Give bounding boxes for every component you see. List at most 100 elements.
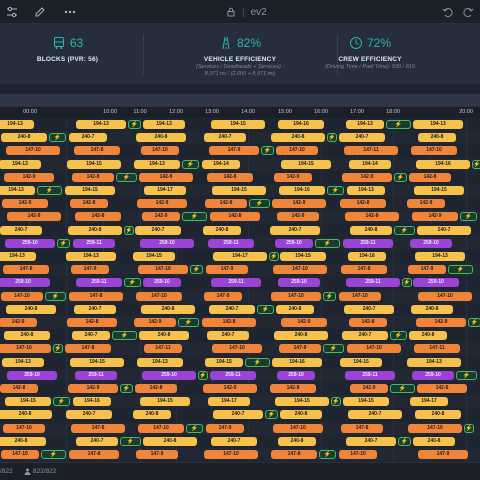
charging-block[interactable]: ⚡: [186, 424, 203, 433]
undo-icon[interactable]: [440, 4, 456, 20]
trip-block[interactable]: 147-10: [138, 424, 184, 433]
trip-block[interactable]: 142-9: [4, 173, 54, 182]
trip-block[interactable]: 194-13: [347, 186, 385, 195]
charging-block[interactable]: ⚡: [390, 331, 407, 340]
trip-block[interactable]: 147-9: [136, 450, 178, 459]
trip-block[interactable]: 147-10: [3, 424, 45, 433]
charging-block[interactable]: ⚡: [45, 292, 66, 301]
trip-block[interactable]: 240-8: [280, 410, 322, 419]
trip-block[interactable]: 240-8: [203, 226, 241, 235]
charging-block[interactable]: ⚡: [464, 424, 474, 433]
charging-block[interactable]: ⚡: [112, 331, 137, 340]
trip-block[interactable]: 194-15: [5, 397, 51, 406]
trip-block[interactable]: 142-8: [349, 318, 387, 327]
charging-block[interactable]: ⚡: [249, 199, 270, 208]
charging-block[interactable]: ⚡: [120, 437, 141, 446]
trip-block[interactable]: 240-7: [211, 437, 257, 446]
trip-block[interactable]: 142-8: [207, 173, 253, 182]
trip-block[interactable]: 240-8: [139, 331, 189, 340]
charging-block[interactable]: ⚡: [124, 278, 141, 287]
trip-block[interactable]: 259-10: [143, 278, 181, 287]
charging-block[interactable]: ⚡: [182, 212, 207, 221]
trip-block[interactable]: 147-8: [341, 265, 387, 274]
trip-block[interactable]: 240-8: [409, 331, 447, 340]
trip-block[interactable]: 142-9: [350, 384, 388, 393]
trip-block[interactable]: 194-17: [144, 186, 186, 195]
trip-block[interactable]: 194-15: [281, 160, 331, 169]
trip-block[interactable]: 194-16: [278, 120, 324, 129]
charging-block[interactable]: ⚡: [116, 173, 137, 182]
trip-block[interactable]: 142-9: [407, 199, 445, 208]
trip-block[interactable]: 142-8: [270, 384, 316, 393]
charging-block[interactable]: ⚡: [331, 397, 341, 406]
charging-block[interactable]: ⚡: [37, 186, 62, 195]
trip-block[interactable]: 142-8: [409, 173, 451, 182]
trip-block[interactable]: 194-13: [2, 358, 44, 367]
trip-block[interactable]: 259-11: [208, 239, 254, 248]
trip-block[interactable]: 147-10: [276, 146, 318, 155]
trip-block[interactable]: 147-10: [271, 292, 321, 301]
trip-block[interactable]: 259-10: [275, 239, 313, 248]
trip-block[interactable]: 194-15: [67, 160, 121, 169]
charging-block[interactable]: ⚡: [261, 146, 274, 155]
charging-block[interactable]: ⚡: [319, 450, 336, 459]
trip-block[interactable]: 194-16: [348, 252, 386, 261]
charging-block[interactable]: ⚡: [53, 344, 63, 353]
charging-block[interactable]: ⚡: [456, 371, 477, 380]
trip-block[interactable]: 147-9: [209, 146, 259, 155]
charging-block[interactable]: ⚡: [394, 226, 415, 235]
trip-block[interactable]: 240-8: [278, 437, 316, 446]
trip-block[interactable]: 147-10: [418, 292, 472, 301]
charging-block[interactable]: ⚡: [402, 278, 412, 287]
trip-block[interactable]: 240-8: [274, 331, 328, 340]
trip-block[interactable]: 259-10: [412, 371, 454, 380]
trip-block[interactable]: 194-13: [0, 120, 34, 129]
trip-block[interactable]: 259-10: [0, 278, 50, 287]
charging-block[interactable]: ⚡: [394, 173, 407, 182]
trip-block[interactable]: 240-8: [141, 305, 195, 314]
trip-block[interactable]: 194-15: [65, 186, 115, 195]
trip-block[interactable]: 147-10: [339, 450, 377, 459]
charging-block[interactable]: ⚡: [460, 212, 477, 221]
trip-block[interactable]: 194-15: [275, 397, 329, 406]
trip-block[interactable]: 147-8: [69, 292, 123, 301]
trip-block[interactable]: 142-9: [2, 199, 48, 208]
charging-block[interactable]: ⚡: [472, 160, 480, 169]
trip-block[interactable]: 194-13: [407, 358, 461, 367]
trip-block[interactable]: 240-7: [346, 437, 396, 446]
trip-block[interactable]: 194-14: [202, 160, 240, 169]
trip-block[interactable]: 142-9: [134, 318, 176, 327]
trip-block[interactable]: 142-9: [203, 384, 257, 393]
trip-block[interactable]: 259-11: [345, 371, 395, 380]
trip-block[interactable]: 240-8: [6, 305, 56, 314]
charging-block[interactable]: ⚡: [190, 265, 203, 274]
trip-block[interactable]: 240-7: [344, 305, 394, 314]
trip-block[interactable]: 194-15: [212, 186, 266, 195]
trip-block[interactable]: 142-8: [67, 318, 117, 327]
trip-block[interactable]: 194-13: [143, 120, 185, 129]
trip-block[interactable]: 142-8: [205, 199, 247, 208]
timeline-scrollbar[interactable]: [0, 94, 480, 106]
trip-block[interactable]: 194-15: [133, 252, 175, 261]
trip-block[interactable]: 142-9: [68, 384, 118, 393]
trip-block[interactable]: 194-14: [349, 160, 391, 169]
charging-block[interactable]: ⚡: [323, 344, 344, 353]
trip-block[interactable]: 147-11: [344, 146, 398, 155]
trip-block[interactable]: 194-15: [70, 358, 124, 367]
pencil-icon[interactable]: [32, 4, 48, 20]
trip-block[interactable]: 259-11: [75, 371, 117, 380]
trip-block[interactable]: 240-8: [413, 437, 455, 446]
charging-block[interactable]: ⚡: [53, 397, 70, 406]
trip-block[interactable]: 240-7: [209, 305, 255, 314]
trip-block[interactable]: 194-15: [343, 397, 389, 406]
trip-block[interactable]: 240-8: [68, 226, 122, 235]
trip-block[interactable]: 259-10: [277, 371, 315, 380]
charging-block[interactable]: ⚡: [448, 265, 473, 274]
trip-block[interactable]: 194-15: [340, 358, 382, 367]
trip-block[interactable]: 259-11: [76, 278, 122, 287]
charging-block[interactable]: ⚡: [41, 450, 66, 459]
trip-block[interactable]: 259-11: [210, 371, 256, 380]
charging-block[interactable]: ⚡: [398, 437, 411, 446]
trip-block[interactable]: 240-8: [1, 133, 47, 142]
trip-block[interactable]: 194-13: [76, 120, 126, 129]
